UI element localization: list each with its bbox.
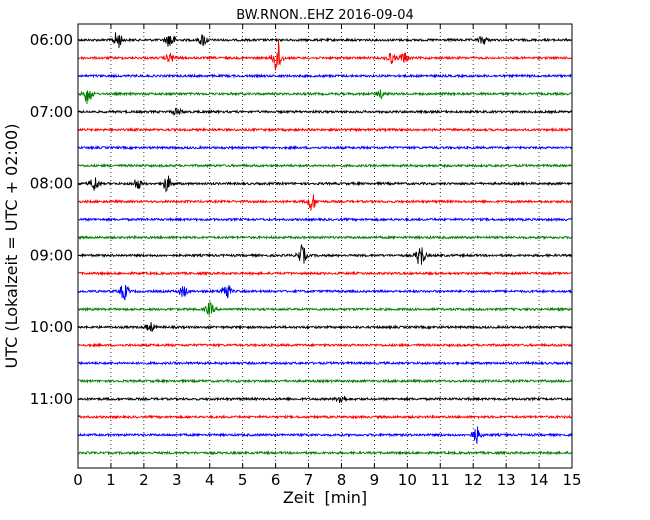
trace-0800 [78, 175, 572, 193]
x-tick-label: 15 [562, 471, 581, 489]
trace-0945 [78, 300, 572, 316]
trace-0900 [78, 244, 572, 265]
x-tick-label: 4 [205, 471, 215, 489]
trace-1045 [78, 378, 572, 384]
x-tick-label: 5 [238, 471, 248, 489]
y-tick-label: 10:00 [30, 318, 73, 336]
trace-0730 [78, 144, 572, 151]
y-axis-label: UTC (Lokalzeit = UTC + 02:00) [2, 124, 21, 369]
traces [78, 32, 572, 456]
trace-1130 [78, 426, 572, 444]
x-tick-label: 1 [106, 471, 116, 489]
x-tick-label: 8 [337, 471, 347, 489]
trace-0915 [78, 270, 572, 277]
trace-0600 [78, 32, 572, 49]
trace-0830 [78, 216, 572, 223]
chart-title: BW.RNON..EHZ 2016-09-04 [236, 8, 414, 23]
trace-0745 [78, 162, 572, 169]
x-tick-label: 9 [370, 471, 380, 489]
trace-1145 [78, 450, 572, 456]
trace-0700 [78, 107, 572, 116]
x-tick-label: 7 [304, 471, 314, 489]
trace-0815 [78, 194, 572, 211]
y-tick-label: 06:00 [30, 31, 73, 49]
x-tick-label: 3 [172, 471, 182, 489]
x-tick-label: 11 [431, 471, 450, 489]
x-tick-label: 12 [464, 471, 483, 489]
trace-1015 [78, 342, 572, 348]
trace-1100 [78, 396, 572, 404]
x-tick-label: 14 [530, 471, 549, 489]
trace-0645 [78, 89, 572, 104]
y-tick-label: 09:00 [30, 246, 73, 264]
trace-0615 [78, 41, 572, 71]
plot-frame [77, 23, 573, 469]
x-tick-label: 6 [271, 471, 281, 489]
trace-0845 [78, 234, 572, 241]
x-tick-label: 2 [139, 471, 149, 489]
x-axis-label: Zeit [min] [283, 488, 367, 507]
grid-lines [110, 24, 540, 468]
ticks: 0 1 2 3 4 5 6 7 8 9 10 11 12 13 14 1506:0007:0008:0009:… [30, 24, 582, 489]
trace-0715 [78, 127, 572, 133]
trace-0630 [78, 73, 572, 79]
y-tick-label: 07:00 [30, 103, 73, 121]
trace-1000 [78, 322, 572, 332]
trace-0930 [78, 284, 572, 301]
y-tick-label: 08:00 [30, 175, 73, 193]
x-tick-label: 13 [497, 471, 516, 489]
x-tick-label: 10 [398, 471, 417, 489]
y-tick-label: 11:00 [30, 390, 73, 408]
trace-1030 [78, 360, 572, 366]
x-tick-label: 0 [73, 471, 83, 489]
trace-1115 [78, 414, 572, 420]
